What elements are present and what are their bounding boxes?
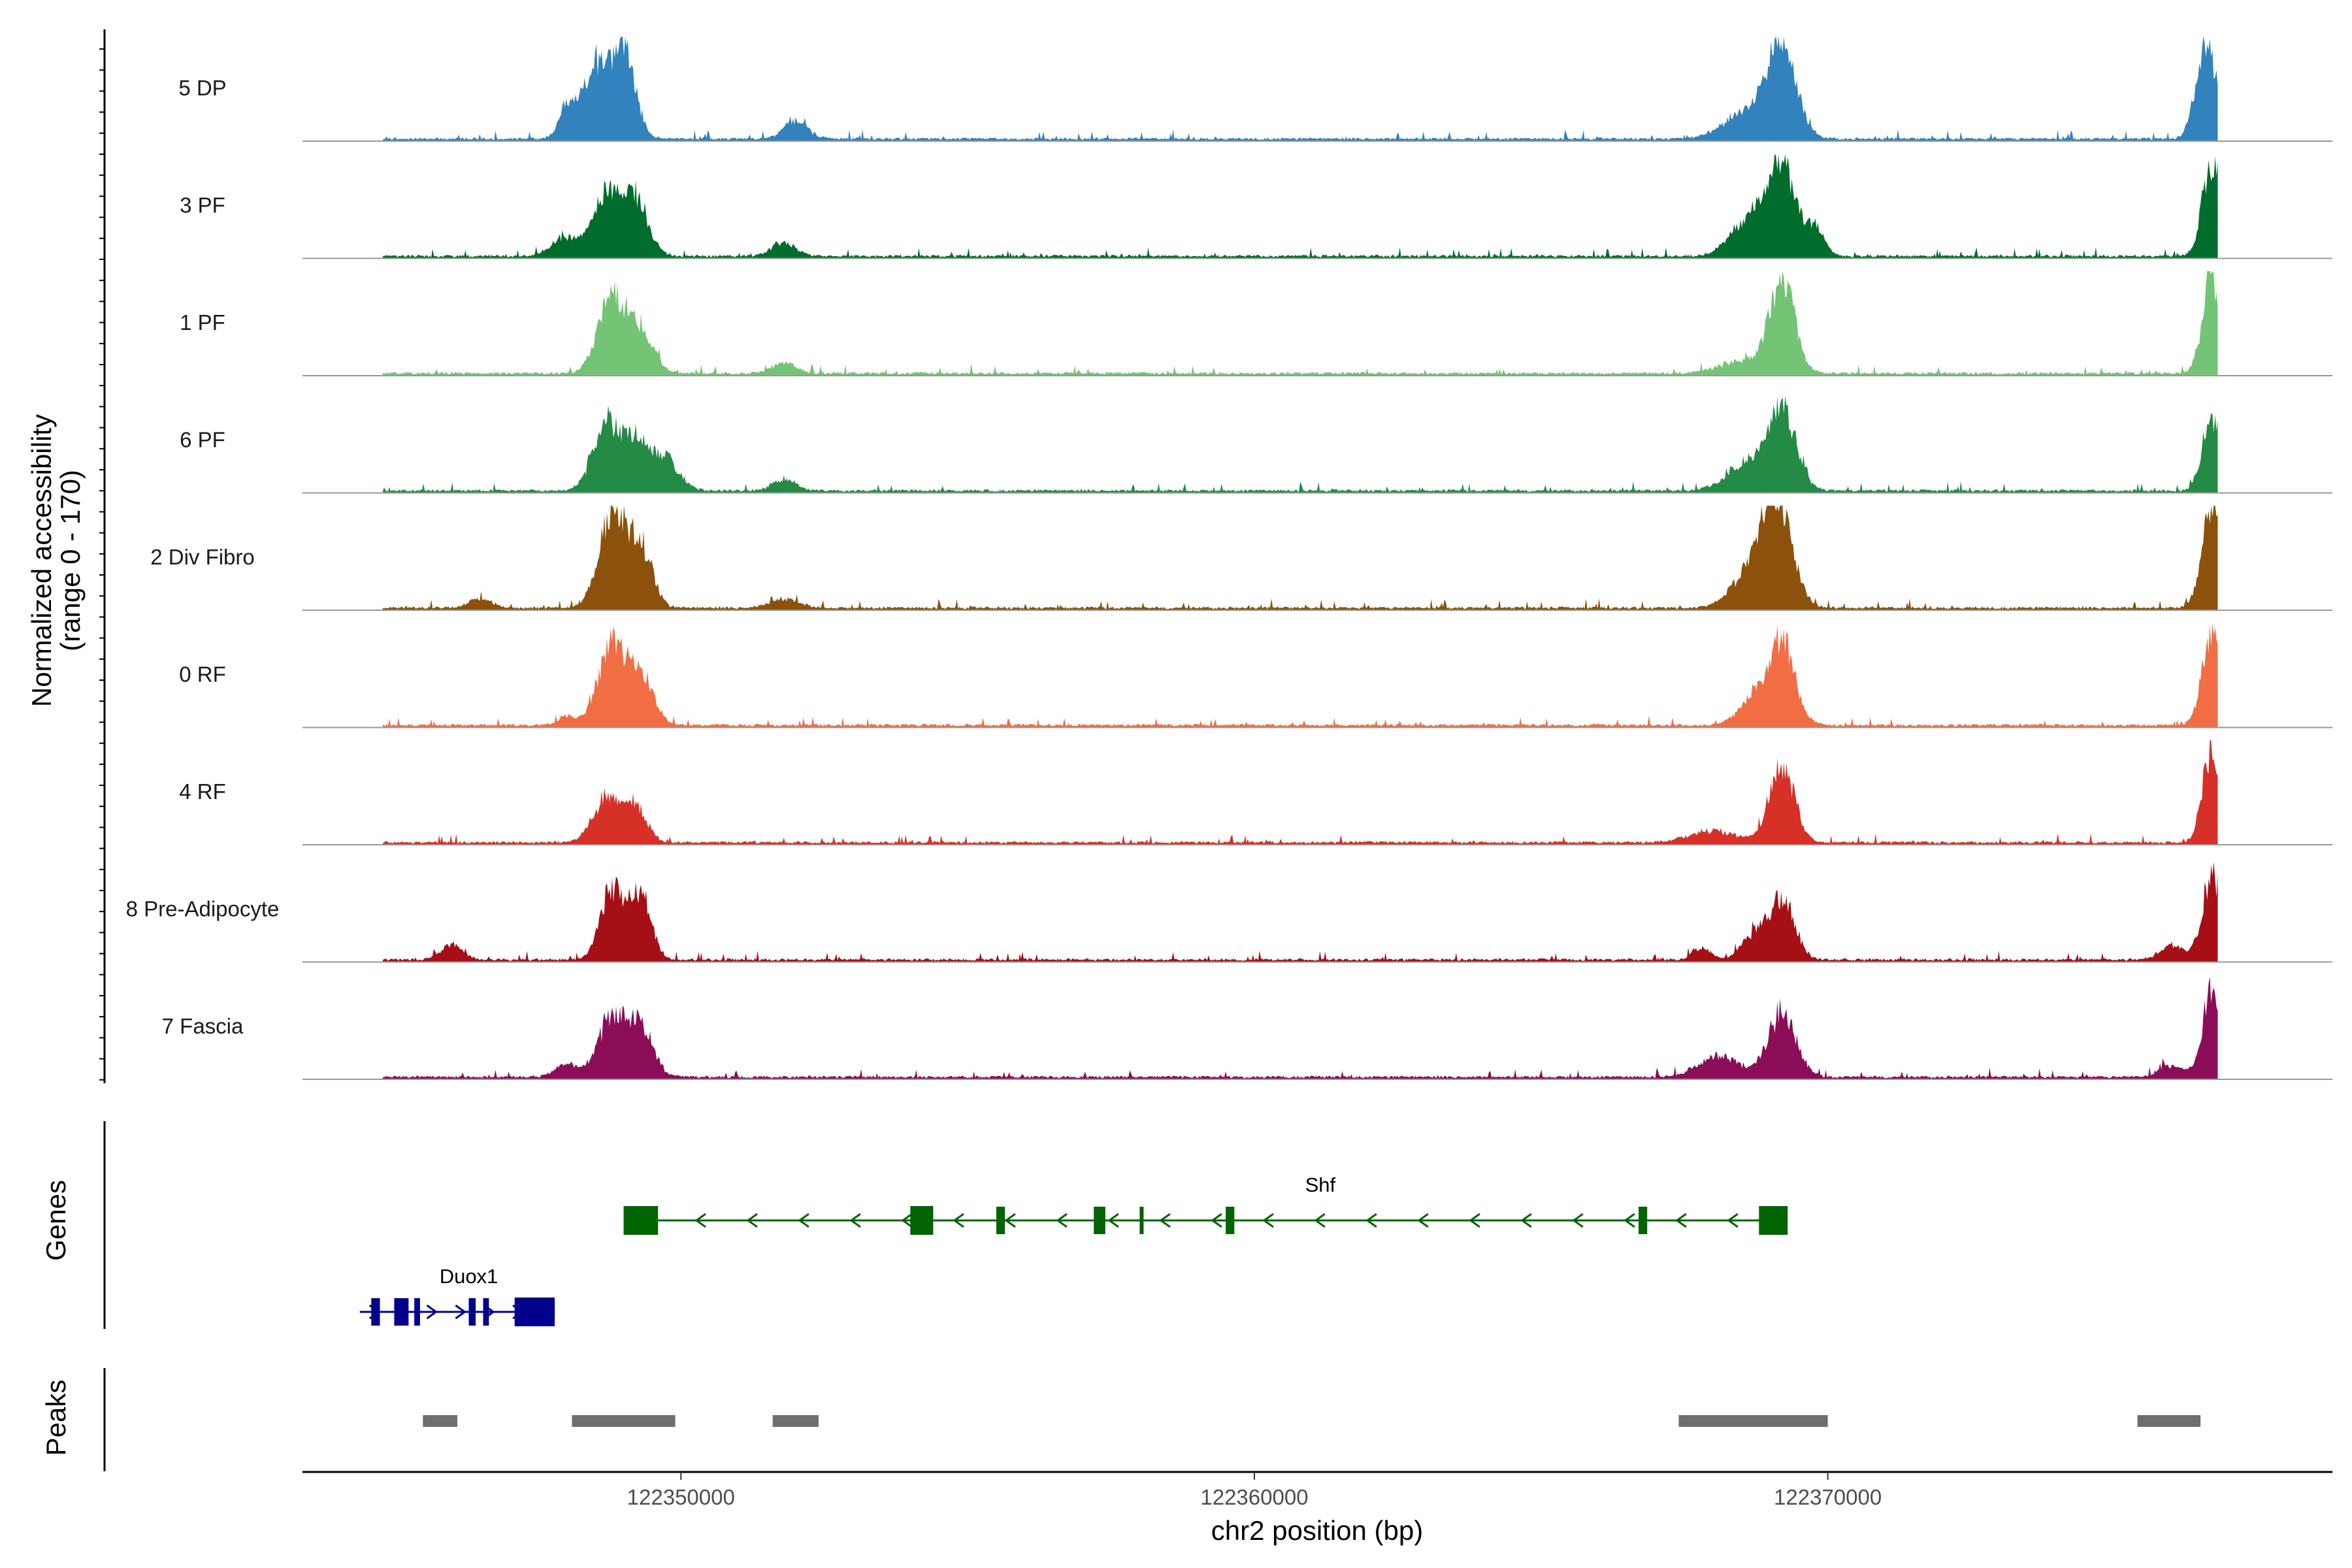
track-0-rf: 0 RF: [179, 623, 2332, 728]
track-2-div-fibro: 2 Div Fibro: [150, 506, 2332, 611]
track-6-pf: 6 PF: [180, 396, 2332, 494]
strand-arrow: [1107, 1213, 1119, 1228]
coverage-area: [382, 740, 2218, 845]
gene-label: Duox1: [440, 1265, 498, 1288]
strand-arrow: [1004, 1213, 1016, 1228]
gene-shf: Shf: [623, 1173, 1788, 1235]
y-axis: [99, 29, 106, 1083]
y-axis-title-line2: (range 0 - 170): [55, 470, 86, 651]
strand-arrow: [1469, 1213, 1480, 1228]
genes-panel-label: Genes: [41, 1180, 71, 1261]
strand-arrow: [455, 1304, 466, 1320]
peaks-panel: Peaks: [41, 1368, 2201, 1471]
strand-arrow: [849, 1213, 861, 1228]
x-axis-tick-label: 122350000: [627, 1485, 735, 1509]
strand-arrow: [1056, 1213, 1068, 1228]
peak-region: [423, 1415, 457, 1427]
coverage-tracks: 5 DP 3 PF 1 PF 6 PF 2 Div Fibro 0 RF 4 RF 8 Pre…: [126, 37, 2332, 1080]
track-3-pf: 3 PF: [180, 154, 2332, 259]
x-axis-tick-label: 122360000: [1200, 1485, 1308, 1509]
strand-arrow: [1211, 1213, 1222, 1228]
genes-panel: Genes Shf Duox1: [41, 1121, 1788, 1329]
y-axis-title: Normalized accessibility (range 0 - 170): [26, 414, 86, 707]
track-label: 1 PF: [180, 310, 225, 335]
x-axis: 122350000 122360000 122370000 chr2 positio…: [302, 1471, 2332, 1546]
track-label: 8 Pre-Adipocyte: [126, 897, 280, 921]
gene-exon: [483, 1298, 489, 1326]
strand-arrow: [694, 1213, 706, 1228]
strand-arrow: [1675, 1213, 1687, 1228]
gene-exon: [394, 1298, 409, 1326]
gene-exon: [1639, 1207, 1648, 1234]
track-label: 2 Div Fibro: [150, 545, 255, 569]
gene-exon: [623, 1206, 659, 1235]
strand-arrow: [1624, 1213, 1635, 1228]
track-8-pre-adipocyte: 8 Pre-Adipocyte: [126, 862, 2332, 963]
track-label: 5 DP: [178, 76, 226, 100]
strand-arrow: [426, 1304, 438, 1320]
track-1-pf: 1 PF: [180, 271, 2332, 376]
x-axis-title: chr2 position (bp): [1211, 1515, 1424, 1546]
strand-arrow: [1314, 1213, 1326, 1228]
coverage-area: [382, 623, 2218, 728]
coverage-area: [382, 396, 2218, 493]
strand-arrow: [1727, 1213, 1739, 1228]
strand-arrow: [1365, 1213, 1377, 1228]
coverage-area: [382, 271, 2218, 376]
gene-exon: [514, 1298, 555, 1326]
track-label: 3 PF: [180, 193, 225, 218]
peak-region: [572, 1415, 676, 1427]
strand-arrow: [1159, 1213, 1171, 1228]
gene-exon: [996, 1207, 1005, 1234]
gene-label: Shf: [1305, 1173, 1336, 1196]
track-label: 4 RF: [179, 779, 226, 804]
gene-duox1: Duox1: [359, 1265, 555, 1326]
gene-exon: [468, 1298, 476, 1326]
track-label: 0 RF: [179, 662, 226, 687]
gene-exon: [1094, 1207, 1105, 1234]
peak-region: [772, 1415, 819, 1427]
peaks-panel-label: Peaks: [41, 1380, 71, 1456]
track-label: 7 Fascia: [162, 1014, 244, 1038]
strand-arrow: [1262, 1213, 1274, 1228]
track-label: 6 PF: [180, 428, 225, 452]
track-5-dp: 5 DP: [178, 37, 2332, 142]
gene-exon: [414, 1298, 420, 1326]
gene-exon: [371, 1298, 380, 1326]
gene-exon: [1139, 1207, 1144, 1234]
track-7-fascia: 7 Fascia: [162, 976, 2332, 1080]
strand-arrow: [901, 1213, 913, 1228]
peak-region: [1678, 1415, 1828, 1427]
gene-exon: [1226, 1207, 1235, 1234]
strand-arrow: [798, 1213, 809, 1228]
coverage-area: [382, 976, 2218, 1079]
x-axis-tick-label: 122370000: [1774, 1485, 1882, 1509]
peak-region: [2137, 1415, 2201, 1427]
strand-arrow: [1572, 1213, 1584, 1228]
coverage-area: [382, 37, 2218, 141]
coverage-area: [382, 862, 2218, 962]
track-4-rf: 4 RF: [179, 740, 2332, 845]
strand-arrow: [1417, 1213, 1429, 1228]
strand-arrow: [1520, 1213, 1532, 1228]
y-axis-title-line1: Normalized accessibility: [26, 414, 57, 707]
gene-exon: [910, 1206, 934, 1235]
coverage-area: [382, 506, 2218, 610]
coverage-area: [382, 154, 2218, 259]
strand-arrow: [746, 1213, 758, 1228]
gene-exon: [1759, 1206, 1788, 1235]
strand-arrow: [953, 1213, 964, 1228]
